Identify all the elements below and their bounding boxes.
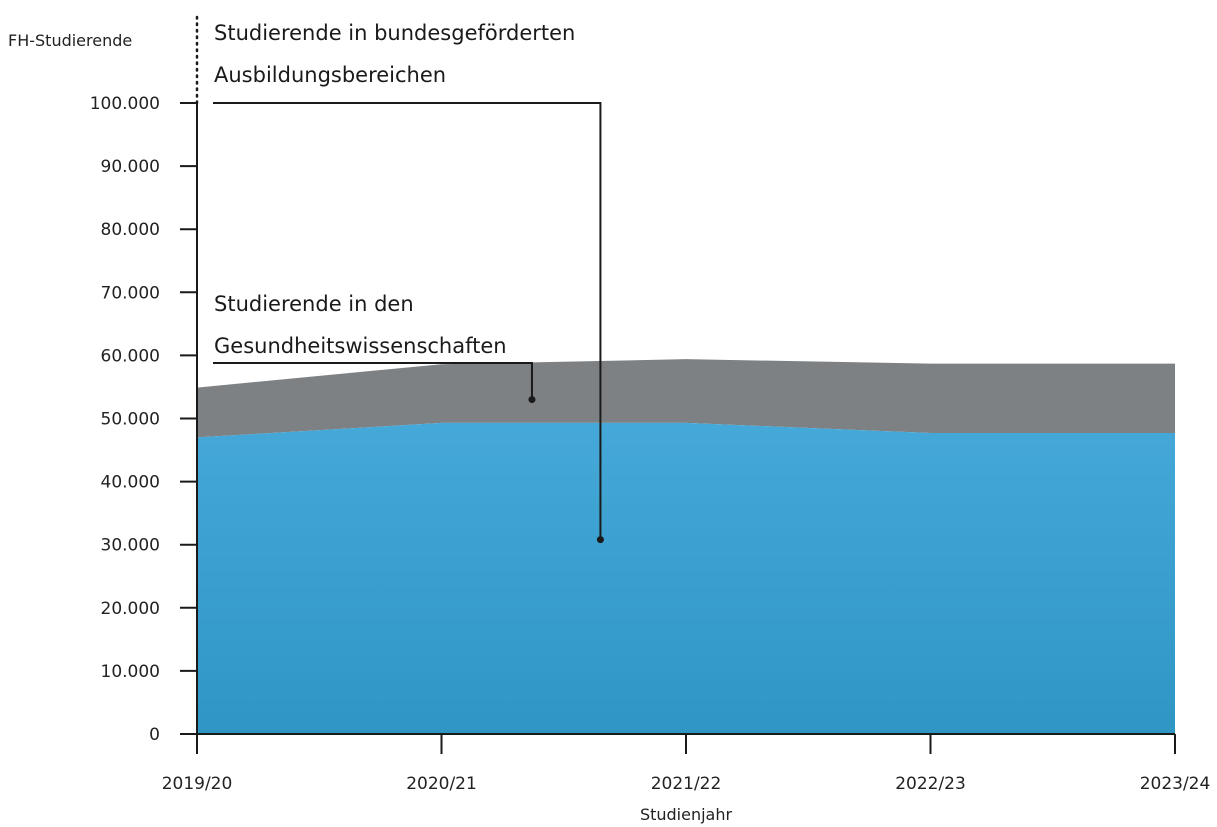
x-tick-label: 2023/24 [1140, 774, 1211, 794]
annotation-gesundheit-text: Gesundheitswissenschaften [214, 334, 507, 358]
annotation-bundesgefoerdert-text: Studierende in bundesgeförderten [214, 21, 575, 45]
area-series-bundesgefoerdert [197, 422, 1175, 734]
y-tick-label: 70.000 [101, 283, 160, 303]
y-tick-label: 10.000 [101, 662, 160, 682]
annotation-gesundheit-leader [213, 362, 533, 400]
x-tick-label: 2021/22 [651, 774, 722, 794]
y-tick-label: 90.000 [101, 157, 160, 177]
x-tick-label: 2020/21 [406, 774, 477, 794]
y-tick-label: 100.000 [90, 94, 160, 114]
x-tick-label: 2019/20 [162, 774, 233, 794]
y-tick-label: 40.000 [101, 473, 160, 493]
y-tick-label: 20.000 [101, 599, 160, 619]
annotation-gesundheit-text: Studierende in den [214, 292, 414, 316]
annotation-bundesgefoerdert-leader [213, 102, 602, 540]
y-tick-label: 30.000 [101, 536, 160, 556]
y-tick-label: 50.000 [101, 410, 160, 430]
annotation-bundesgefoerdert-text: Ausbildungsbereichen [214, 63, 446, 87]
area-series-gesundheitswissenschaften [197, 359, 1175, 438]
x-axis-title: Studienjahr [640, 805, 733, 824]
annotation-bundesgefoerdert-dot [596, 536, 604, 544]
annotation-gesundheit-dot [528, 396, 536, 404]
y-tick-label: 0 [149, 725, 160, 745]
y-tick-label: 60.000 [101, 346, 160, 366]
y-axis-title: FH-Studierende [8, 31, 132, 50]
x-tick-label: 2022/23 [895, 774, 966, 794]
y-tick-label: 80.000 [101, 220, 160, 240]
